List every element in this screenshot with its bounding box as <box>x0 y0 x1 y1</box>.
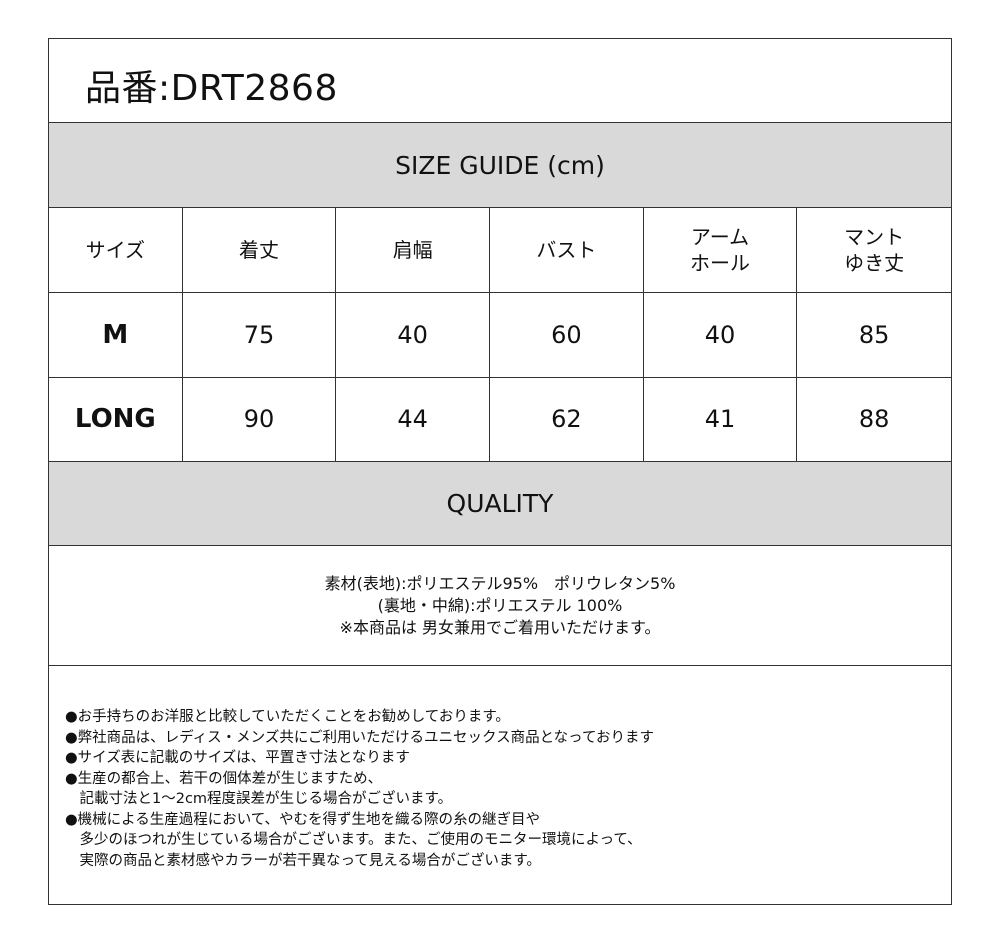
value-cell: 60 <box>490 293 644 377</box>
note-line: 記載寸法と1～2cm程度誤差が生じる場合がございます。 <box>65 791 453 807</box>
value-cell: 40 <box>644 293 798 377</box>
table-row: M 75 40 60 40 85 <box>49 293 951 378</box>
header-armhole: アーム ホール <box>644 208 798 292</box>
header-label: 着丈 <box>239 238 280 262</box>
size-label: M <box>49 293 183 377</box>
value-cell: 75 <box>183 293 337 377</box>
material-outer: 素材(表地):ポリエステル95% ポリウレタン5% <box>324 573 676 593</box>
header-sleeve: マント ゆき丈 <box>797 208 951 292</box>
header-size: サイズ <box>49 208 183 292</box>
note-line: ●生産の都合上、若干の個体差が生じますため、 <box>65 770 383 787</box>
material-lining: (裏地・中綿):ポリエステル 100% <box>377 595 623 615</box>
value-cell: 40 <box>336 293 491 377</box>
unisex-note: ※本商品は 男女兼用でご着用いただけます。 <box>339 617 661 637</box>
header-label: アーム ホール <box>690 225 750 275</box>
size-label: LONG <box>49 377 183 461</box>
size-chart: 品番:DRT2868 SIZE GUIDE (cm) サイズ 着丈 肩幅 バスト… <box>48 38 952 905</box>
note-line: 実際の商品と素材感やカラーが若干異なって見える場合がございます。 <box>65 852 541 869</box>
note-line: ●弊社商品は、レディス・メンズ共にご利用いただけるユニセックス商品となっておりま… <box>65 729 655 746</box>
header-shoulder: 肩幅 <box>336 208 491 292</box>
notes: ●お手持ちのお洋服と比較していただくことをお勧めしております。 ●弊社商品は、レ… <box>65 707 654 871</box>
note-line: 多少のほつれが生じている場合がございます。また、ご使用のモニター環境によって、 <box>65 832 642 848</box>
note-line: ●機械による生産過程において、やむを得ず生地を織る際の糸の継ぎ目や <box>65 811 541 828</box>
table-row: LONG 90 44 62 41 88 <box>49 377 951 462</box>
quality-header: QUALITY <box>49 462 951 546</box>
value-cell: 44 <box>336 377 491 461</box>
table-header-row: サイズ 着丈 肩幅 バスト アーム ホール マント ゆき丈 <box>49 208 951 293</box>
header-label: バスト <box>536 238 597 262</box>
note-line: ●お手持ちのお洋服と比較していただくことをお勧めしております。 <box>65 709 510 725</box>
header-length: 着丈 <box>183 208 337 292</box>
value-cell: 85 <box>858 320 890 349</box>
value-cell: 90 <box>183 377 337 461</box>
header-label: 肩幅 <box>392 238 433 262</box>
size-guide-header: SIZE GUIDE (cm) <box>49 123 951 208</box>
header-label: サイズ <box>85 238 146 262</box>
product-number: 品番:DRT2868 <box>85 68 338 109</box>
value-cell: 41 <box>644 377 798 461</box>
header-label: マント ゆき丈 <box>844 225 905 275</box>
title-row: 品番:DRT2868 <box>49 39 951 123</box>
quality-text: 素材(表地):ポリエステル95% ポリウレタン5% (裏地・中綿):ポリエステル… <box>49 546 951 666</box>
value-cell: 88 <box>858 404 890 433</box>
header-bust: バスト <box>490 208 644 292</box>
value-cell: 62 <box>490 377 644 461</box>
note-line: ●サイズ表に記載のサイズは、平置き寸法となります <box>65 750 410 766</box>
